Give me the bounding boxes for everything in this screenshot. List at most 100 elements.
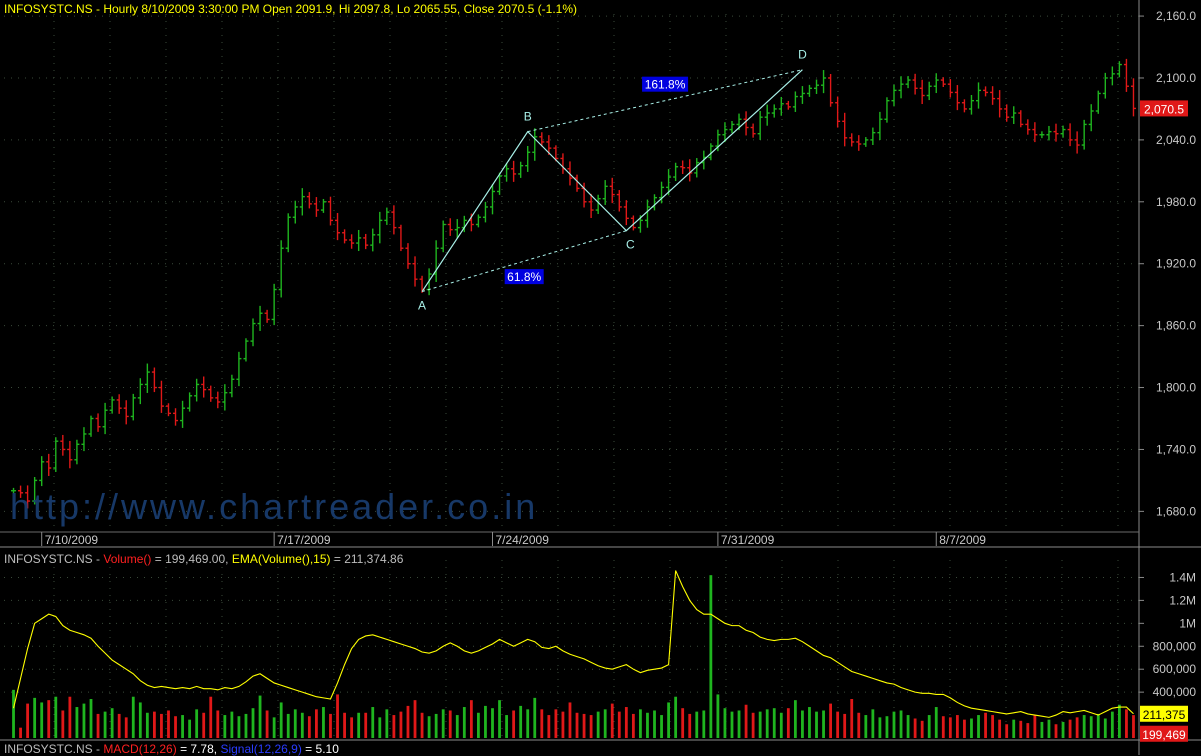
price-bar [961,99,967,113]
volume-bar [12,689,15,738]
ratio-label: 61.8% [507,270,541,284]
volume-bar [963,719,966,738]
volume-bar [1132,715,1135,738]
price-bar [229,374,235,398]
volume-bar [392,715,396,738]
volume-bar [892,711,896,738]
volume-bar [1117,704,1121,738]
volume-label: Volume() [103,552,152,566]
price-bar [1102,72,1108,99]
volume-bar [547,715,551,738]
price-bar [1046,125,1052,141]
volume-tick-label: 1M [1179,616,1196,630]
price-bar [18,485,24,498]
pattern-point-d: D [798,48,807,62]
pattern-bd-dashed [527,69,803,133]
volume-bar [286,713,290,738]
price-bar [764,104,770,126]
volume-bar [624,707,628,738]
price-bar [363,233,369,250]
volume-bar [878,717,882,738]
volume-bar [639,709,642,738]
price-bar [687,159,693,182]
volume-bar [1089,716,1093,738]
price-bar [532,128,538,161]
volume-bar [991,715,995,738]
price-bar [828,74,834,107]
volume-bar [927,715,931,738]
volume-bar [315,709,318,738]
price-bar [863,137,869,147]
price-bar [1053,123,1059,142]
price-bar [173,408,179,426]
price-bar [497,172,503,195]
volume-bar [829,703,832,738]
price-bar [109,396,115,414]
volume-bar [462,707,466,738]
volume-bar [505,715,508,738]
price-tick-label: 1,800.0 [1156,381,1196,395]
volume-bar [265,710,269,738]
price-bar [659,181,665,204]
volume-bar [808,707,811,738]
volume-bar [1103,718,1107,738]
price-bar [722,122,728,143]
volume-bar [54,696,58,738]
volume-bar [181,715,184,738]
price-tick-label: 1,740.0 [1156,442,1196,456]
signal-value: = 5.10 [305,742,339,756]
volume-bar [307,716,311,738]
volume-bar [885,716,889,738]
volume-bar [75,707,79,738]
price-bar [187,392,193,412]
price-bar [1088,104,1094,132]
volume-bar [195,709,199,738]
price-bar [215,391,221,409]
volume-bar [653,710,656,738]
price-bar [990,86,996,105]
price-bar [560,153,566,174]
price-bar [792,91,798,112]
volume-bar [40,702,44,738]
price-bar [264,309,270,323]
volume-bar [836,711,840,738]
price-bar [856,135,862,151]
volume-bar [793,700,797,738]
volume-bar [441,709,445,738]
volume-bar [695,711,699,738]
price-bar [53,437,59,472]
price-bar [708,143,714,161]
watermark: http://www.chartreader.co.in [10,486,538,527]
price-bar [743,111,749,136]
macd-header: INFOSYSTC.NS - MACD(12,26) = 7.78, Signa… [4,742,339,756]
price-bar [997,90,1003,118]
volume-bar [575,712,579,738]
price-bar [694,158,700,178]
volume-bar [188,719,192,738]
price-bar [356,229,362,252]
volume-bar [730,711,734,738]
volume-bar [1019,720,1023,738]
volume-bar [512,710,516,738]
price-bar [919,79,925,105]
price-bar [1130,78,1136,117]
pattern-point-a: A [418,299,426,313]
price-bar [933,73,939,94]
price-bar [849,133,855,147]
volume-bar [82,703,86,738]
price-bar [609,177,615,204]
volume-bar [469,700,473,738]
price-bar [250,318,256,347]
price-bar [1004,104,1010,122]
price-header: INFOSYSTC.NS - Hourly 8/10/2009 3:30:00 … [4,2,577,16]
price-bars [11,58,1136,509]
volume-bar [519,705,523,738]
volume-bar [223,715,227,738]
price-bar [285,213,291,253]
price-bar [313,197,319,217]
volume-bar [977,715,980,738]
volume-bar [801,710,804,738]
price-bar [806,84,812,97]
price-bar [525,146,531,172]
